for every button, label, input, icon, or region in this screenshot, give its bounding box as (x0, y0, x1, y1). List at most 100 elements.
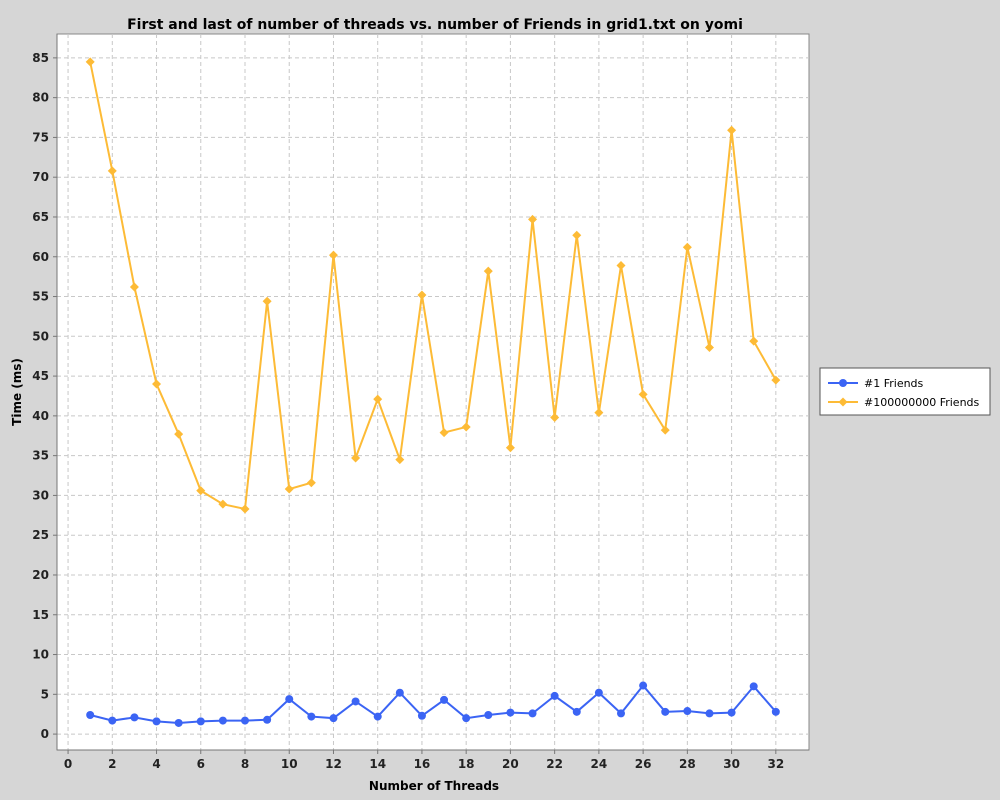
data-point (683, 707, 692, 716)
x-tick-label: 0 (64, 757, 72, 771)
data-point (682, 242, 692, 252)
data-point (572, 230, 582, 240)
data-point (484, 710, 493, 719)
data-point (749, 682, 758, 691)
data-point (594, 688, 603, 697)
y-tick-label: 15 (32, 608, 49, 622)
y-tick-label: 75 (32, 130, 49, 144)
legend-label: #1 Friends (864, 377, 924, 390)
data-point (86, 710, 95, 719)
data-point (617, 709, 625, 718)
data-point (373, 712, 382, 721)
data-point (660, 425, 670, 435)
x-tick-label: 6 (197, 757, 205, 771)
data-point (417, 290, 427, 300)
data-point (129, 282, 139, 292)
data-point (462, 714, 471, 723)
x-tick-label: 18 (458, 757, 475, 771)
x-tick-label: 2 (108, 757, 116, 771)
data-point (152, 379, 162, 389)
data-point (241, 716, 249, 725)
data-point (461, 422, 471, 432)
data-point (704, 342, 714, 352)
x-axis-label: Number of Threads (369, 779, 499, 793)
data-point (329, 714, 338, 723)
y-tick-label: 25 (32, 528, 49, 542)
x-tick-label: 26 (635, 757, 652, 771)
data-point (395, 455, 405, 465)
data-point (528, 709, 537, 718)
data-point (174, 718, 183, 727)
data-point (727, 708, 736, 717)
data-point (351, 697, 360, 706)
x-tick-label: 12 (325, 757, 342, 771)
y-tick-label: 30 (32, 488, 49, 502)
data-point (218, 716, 227, 725)
data-point (196, 486, 206, 496)
data-point (661, 707, 670, 716)
series-1 (86, 681, 780, 727)
legend: #1 Friends #100000000 Friends (819, 367, 991, 416)
x-tick-label: 28 (679, 757, 696, 771)
series-line (89, 61, 777, 511)
data-point (727, 125, 737, 135)
x-tick-label: 22 (546, 757, 563, 771)
data-point (417, 711, 426, 720)
y-tick-label: 55 (32, 290, 49, 304)
data-point (639, 681, 648, 690)
data-point (771, 375, 781, 385)
x-tick-label: 32 (767, 757, 784, 771)
data-point (705, 709, 714, 718)
data-point (240, 504, 250, 514)
series-2 (85, 57, 781, 514)
data-point (307, 712, 316, 721)
y-axis-label: Time (ms) (10, 358, 24, 426)
data-point (638, 389, 648, 399)
data-point (439, 428, 449, 438)
data-point (262, 296, 272, 306)
data-point (395, 688, 404, 697)
data-point (108, 716, 117, 725)
y-tick-label: 0 (41, 727, 49, 741)
data-point (550, 691, 559, 700)
plot-area (56, 33, 810, 751)
y-tick-label: 85 (32, 51, 49, 65)
y-tick-label: 50 (32, 329, 49, 343)
legend-marker (838, 397, 848, 407)
data-point (483, 266, 493, 276)
y-tick-label: 40 (32, 409, 49, 423)
legend-marker (839, 379, 847, 387)
data-point (506, 708, 515, 717)
y-tick-label: 5 (41, 687, 49, 701)
data-point (196, 717, 205, 726)
data-series (85, 57, 781, 727)
data-point (152, 717, 161, 726)
data-point (505, 443, 515, 453)
data-point (572, 707, 581, 716)
grid-lines (57, 34, 809, 750)
y-tick-label: 70 (32, 170, 49, 184)
data-point (107, 166, 117, 176)
data-point (550, 412, 560, 422)
y-tick-label: 65 (32, 210, 49, 224)
x-tick-label: 4 (152, 757, 160, 771)
x-tick-label: 14 (369, 757, 386, 771)
x-tick-label: 10 (281, 757, 298, 771)
data-point (528, 214, 538, 224)
data-point (263, 715, 272, 724)
x-tick-label: 16 (414, 757, 431, 771)
data-point (749, 336, 759, 346)
x-tick-label: 20 (502, 757, 519, 771)
x-tick-label: 30 (723, 757, 740, 771)
x-tick-label: 8 (241, 757, 249, 771)
y-tick-label: 45 (32, 369, 49, 383)
data-point (440, 695, 449, 704)
data-point (594, 408, 604, 418)
chart-title: First and last of number of threads vs. … (127, 17, 743, 33)
y-tick-label: 35 (32, 449, 49, 463)
data-point (218, 499, 228, 509)
y-tick-label: 10 (32, 648, 49, 662)
y-tick-label: 80 (32, 91, 49, 105)
y-tick-label: 20 (32, 568, 49, 582)
y-tick-label: 60 (32, 250, 49, 264)
